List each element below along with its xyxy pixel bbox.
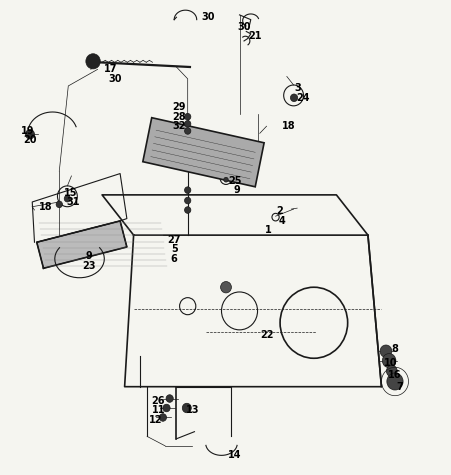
Text: 29: 29 bbox=[171, 102, 185, 112]
Circle shape bbox=[56, 201, 62, 208]
Circle shape bbox=[184, 197, 190, 204]
Circle shape bbox=[184, 207, 190, 213]
Text: 12: 12 bbox=[149, 415, 162, 425]
Text: 11: 11 bbox=[152, 405, 165, 415]
Text: 13: 13 bbox=[185, 405, 198, 415]
Circle shape bbox=[184, 128, 190, 134]
Circle shape bbox=[166, 395, 173, 402]
Text: 26: 26 bbox=[152, 396, 165, 406]
Text: 17: 17 bbox=[104, 65, 118, 75]
Text: 1: 1 bbox=[265, 226, 272, 236]
Text: 16: 16 bbox=[387, 370, 401, 380]
Text: 28: 28 bbox=[171, 112, 185, 122]
Circle shape bbox=[386, 365, 396, 377]
Text: 4: 4 bbox=[278, 216, 285, 226]
Circle shape bbox=[386, 373, 402, 390]
Text: 31: 31 bbox=[66, 197, 79, 207]
Circle shape bbox=[379, 345, 391, 357]
Text: 32: 32 bbox=[171, 121, 185, 131]
Text: 18: 18 bbox=[281, 121, 295, 131]
Text: 19: 19 bbox=[21, 126, 34, 136]
Text: 5: 5 bbox=[170, 244, 177, 254]
Circle shape bbox=[25, 130, 34, 139]
Text: 3: 3 bbox=[294, 83, 301, 93]
Text: 6: 6 bbox=[170, 254, 177, 264]
Text: 15: 15 bbox=[64, 188, 77, 198]
Circle shape bbox=[184, 114, 190, 120]
Circle shape bbox=[290, 94, 297, 102]
Text: 21: 21 bbox=[248, 31, 262, 41]
Text: 7: 7 bbox=[395, 382, 402, 392]
Text: 10: 10 bbox=[383, 358, 396, 368]
Circle shape bbox=[64, 195, 70, 202]
Text: 30: 30 bbox=[201, 12, 214, 22]
Text: 8: 8 bbox=[391, 344, 397, 354]
Circle shape bbox=[382, 353, 395, 368]
Circle shape bbox=[184, 121, 190, 127]
Text: 22: 22 bbox=[259, 330, 273, 340]
Text: 25: 25 bbox=[228, 176, 241, 186]
Text: 18: 18 bbox=[39, 202, 52, 212]
Text: 24: 24 bbox=[295, 93, 308, 103]
Polygon shape bbox=[143, 118, 263, 187]
Circle shape bbox=[159, 414, 166, 421]
Circle shape bbox=[162, 404, 170, 412]
Text: 20: 20 bbox=[23, 135, 37, 145]
Text: 30: 30 bbox=[237, 22, 250, 32]
Text: 9: 9 bbox=[85, 251, 92, 261]
Circle shape bbox=[182, 403, 191, 413]
Text: 2: 2 bbox=[276, 207, 283, 217]
Text: 14: 14 bbox=[228, 450, 241, 460]
Circle shape bbox=[86, 54, 100, 69]
Text: 30: 30 bbox=[109, 74, 122, 84]
Circle shape bbox=[223, 177, 228, 182]
Circle shape bbox=[220, 282, 231, 293]
Text: 9: 9 bbox=[233, 185, 240, 195]
Circle shape bbox=[184, 187, 190, 193]
Text: 27: 27 bbox=[167, 235, 180, 245]
Text: 23: 23 bbox=[82, 261, 95, 271]
Polygon shape bbox=[37, 221, 127, 268]
